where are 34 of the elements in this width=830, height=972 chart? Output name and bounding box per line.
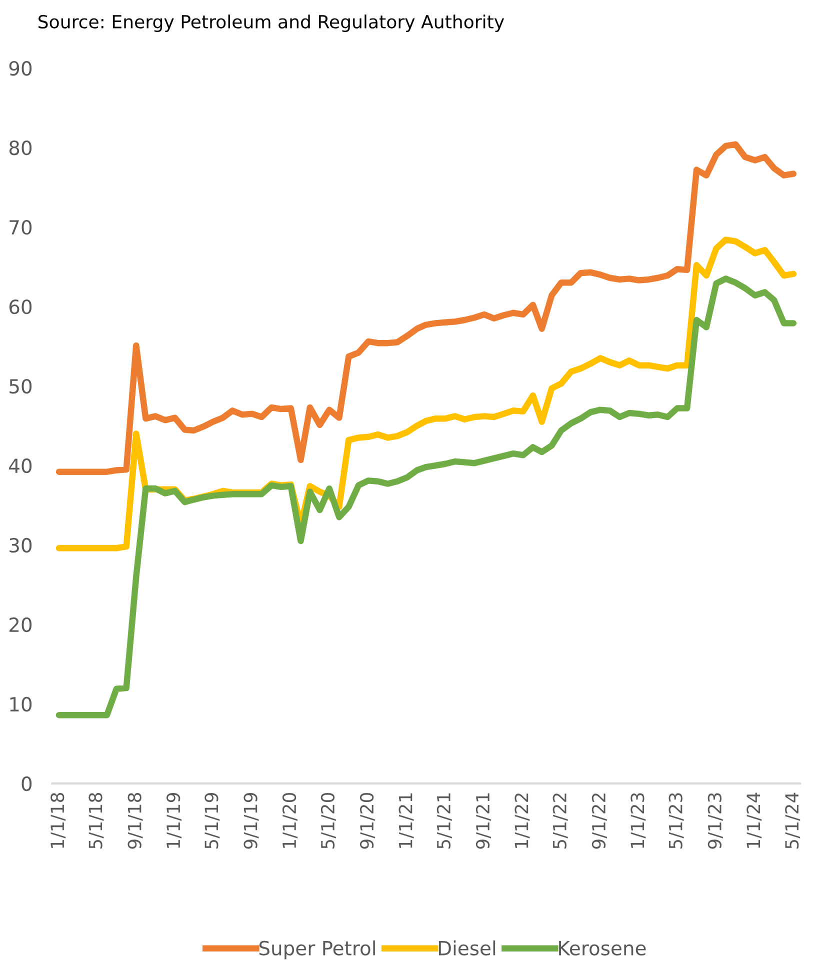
x-tick-label: 1/1/19: [166, 793, 182, 848]
x-tick-label: 9/1/22: [592, 794, 607, 849]
x-tick-label: 5/1/19: [204, 793, 220, 848]
y-tick-label: 90: [9, 60, 32, 76]
x-tick-label: 1/1/23: [630, 793, 646, 848]
y-tick-label: 50: [10, 378, 32, 394]
x-tick-label: 5/1/21: [436, 793, 452, 848]
x-tick-label: 5/1/23: [668, 793, 684, 848]
source-note: Source: Energy Petroleum and Regulatory Authority: [38, 14, 504, 32]
y-tick-label: 40: [9, 458, 32, 474]
x-tick-label: 5/1/22: [552, 794, 568, 848]
y-tick-label: 20: [10, 617, 32, 632]
x-tick-label: 5/1/24: [785, 792, 800, 848]
x-tick-label: 9/1/20: [360, 792, 376, 849]
x-tick-label: 1/1/22: [514, 794, 530, 848]
x-tick-label: 1/1/18: [50, 793, 66, 848]
x-tick-label: 9/1/19: [244, 793, 259, 849]
x-tick-label: 9/1/21: [476, 793, 491, 849]
y-tick-label: 0: [22, 776, 32, 792]
y-tick-label: 80: [9, 140, 32, 156]
y-tick-label: 30: [10, 538, 32, 553]
legend-label: Diesel: [438, 940, 496, 956]
x-tick-label: 9/1/18: [128, 793, 143, 849]
x-tick-label: 5/1/20: [320, 792, 336, 848]
legend-label: Super Petrol: [259, 940, 375, 960]
y-tick-label: 70: [10, 220, 32, 235]
y-tick-label: 10: [10, 696, 32, 712]
x-tick-label: 5/1/18: [88, 793, 104, 848]
x-tick-label: 1/1/21: [398, 793, 414, 848]
legend-label: Kerosene: [559, 941, 646, 956]
y-tick-label: 60: [9, 299, 32, 314]
x-tick-label: 9/1/23: [708, 793, 723, 849]
x-tick-label: 1/1/20: [282, 792, 298, 848]
x-tick-label: 1/1/24: [746, 792, 762, 848]
